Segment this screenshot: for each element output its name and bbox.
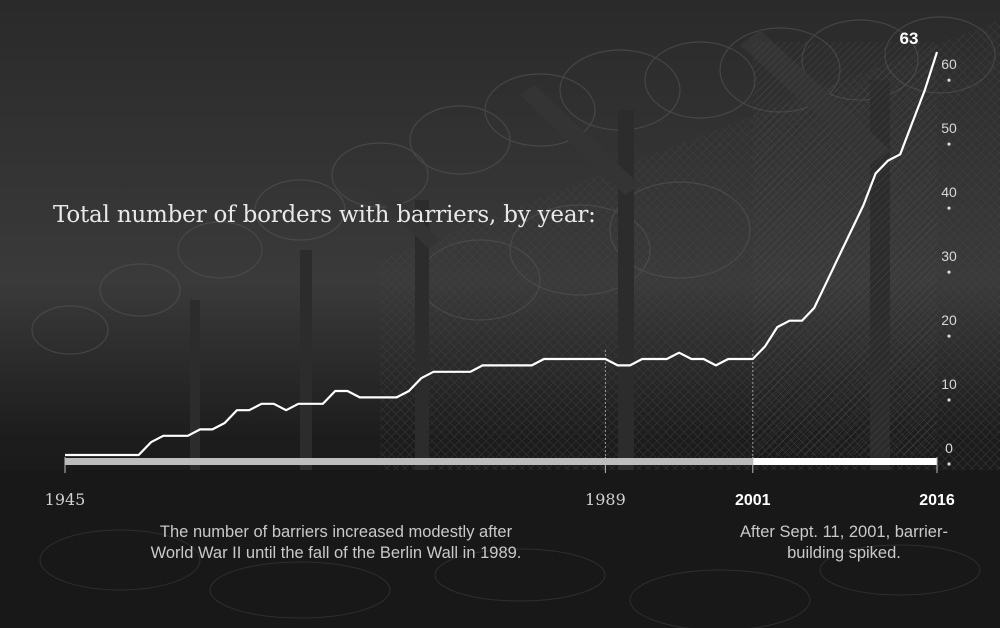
y-tick-label-20: 20	[941, 312, 957, 328]
y-tick-dot-40	[947, 206, 951, 210]
series-line	[65, 51, 939, 457]
y-tick-dot-50	[947, 142, 951, 146]
y-tick-dot-60	[947, 78, 951, 82]
y-tick-label-40: 40	[941, 184, 957, 200]
chart-title: Total number of borders with barriers, b…	[53, 202, 596, 228]
y-tick-dot-10	[947, 398, 951, 402]
annotation-post-2001: After Sept. 11, 2001, barrier-building s…	[740, 523, 948, 562]
y-tick-dot-20	[947, 334, 951, 338]
axis-bar-before-2001	[65, 458, 753, 465]
y-tick-label-30: 30	[941, 248, 957, 264]
y-tick-label-0: 0	[945, 440, 953, 456]
y-tick-dot-30	[947, 270, 951, 274]
y-tick-dot-0	[947, 462, 951, 466]
y-tick-label-50: 50	[941, 120, 957, 136]
y-tick-label-10: 10	[941, 376, 957, 392]
annotation-pre-1989: The number of barriers increased modestl…	[150, 523, 522, 562]
axis-bar-after-2001	[752, 458, 937, 465]
x-tick-label-2001: 2001	[735, 492, 771, 509]
end-value-label: 63	[900, 29, 919, 48]
x-tick-label-1989: 1989	[585, 490, 626, 509]
post-2001-highlight-region	[752, 42, 937, 455]
x-tick-label-1945: 1945	[45, 490, 86, 509]
x-tick-label-2016: 2016	[919, 492, 955, 509]
y-tick-label-60: 60	[941, 56, 957, 72]
